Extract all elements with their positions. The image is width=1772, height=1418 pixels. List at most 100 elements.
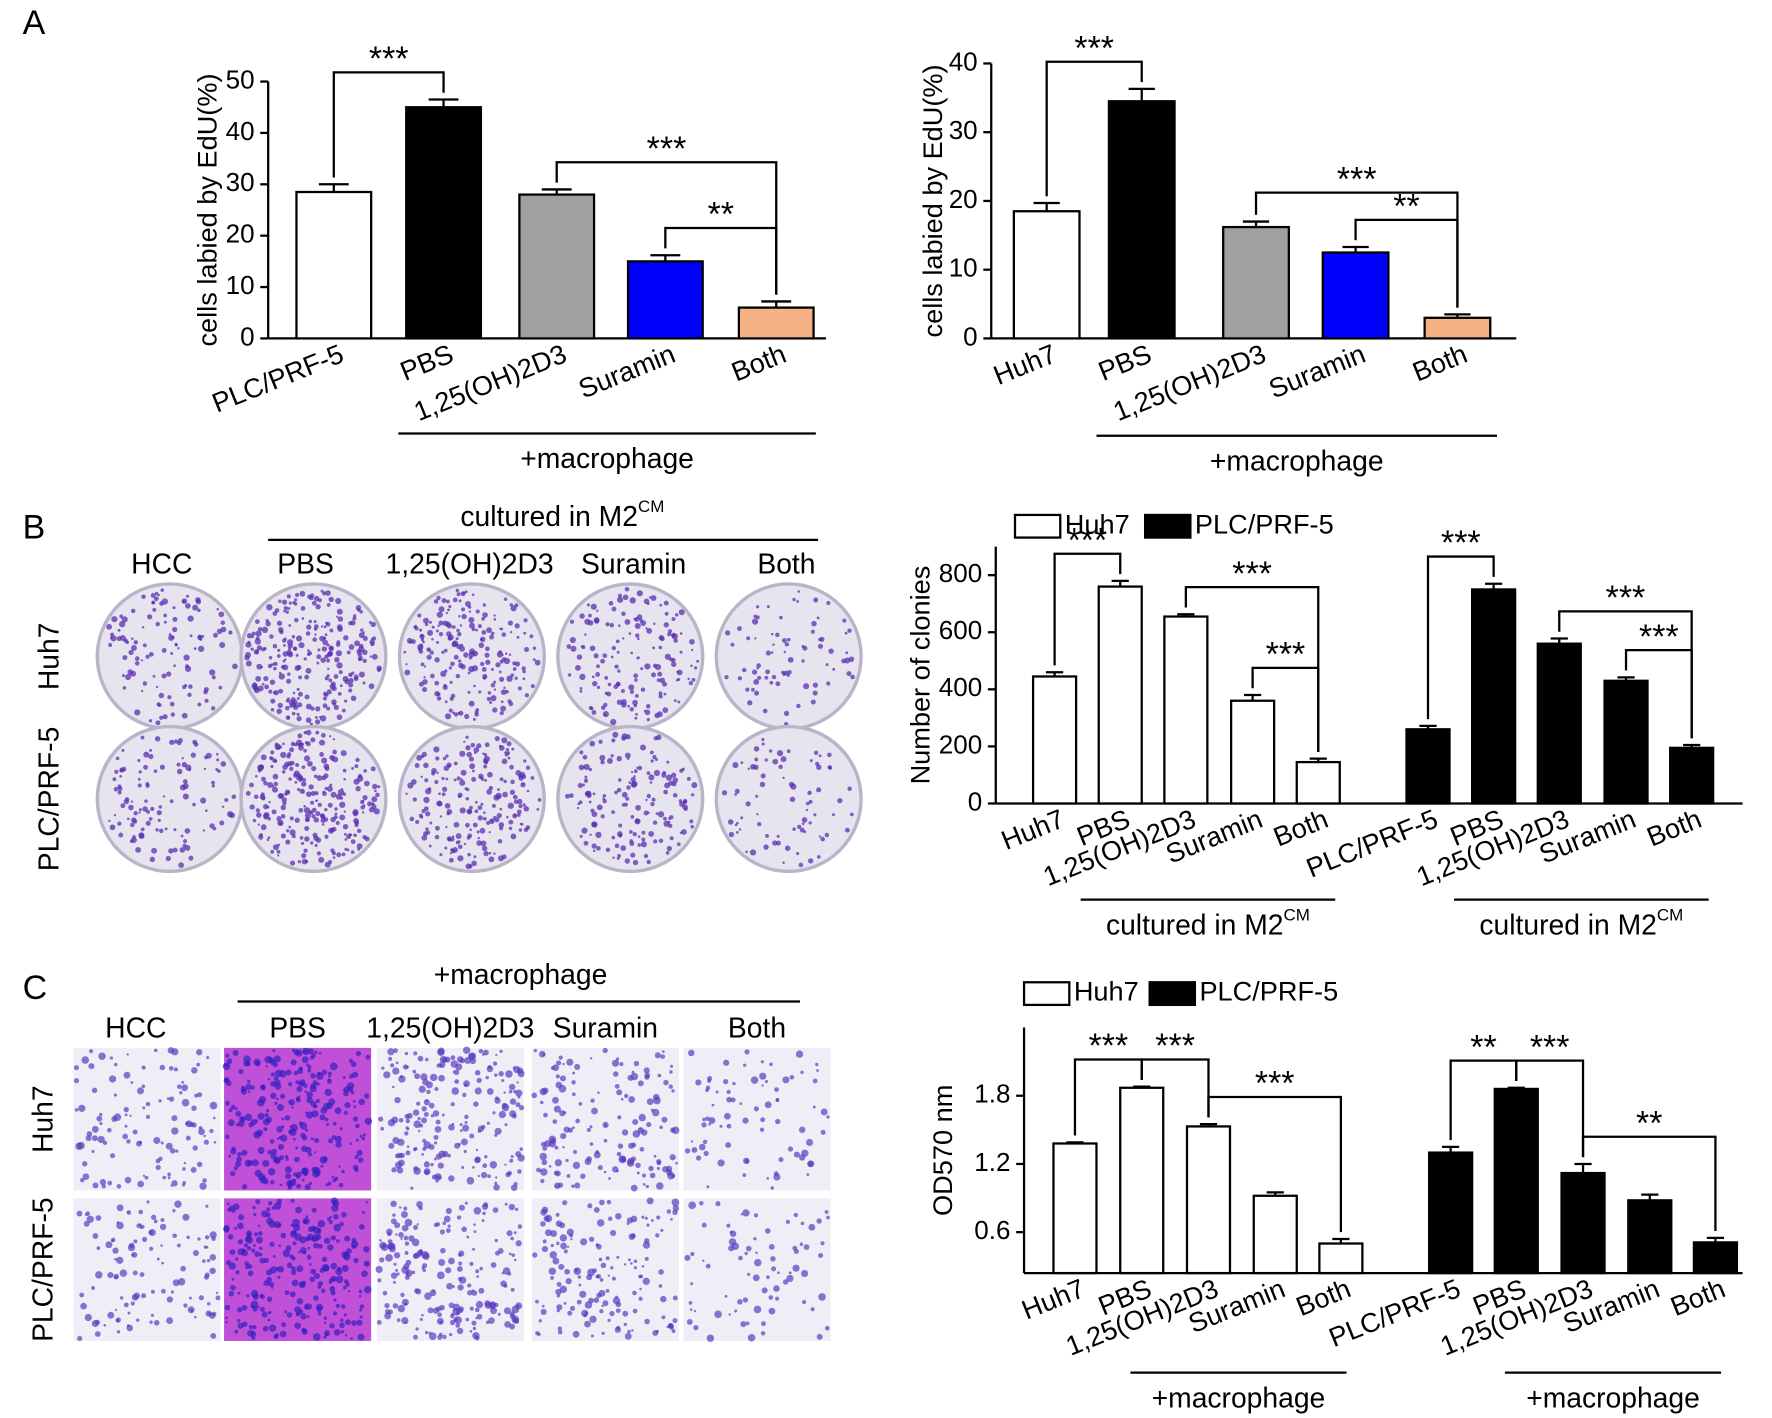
colony: [657, 671, 663, 677]
colony: [436, 696, 442, 701]
cell: [555, 1220, 563, 1227]
cell: [365, 1201, 368, 1204]
significance-bracket: [1053, 552, 1122, 666]
cell: [357, 1333, 365, 1341]
cell: [259, 1257, 266, 1264]
colony: [473, 747, 480, 753]
colony: [314, 791, 319, 796]
colony: [805, 808, 809, 812]
cell: [95, 1271, 103, 1279]
colony: [630, 776, 636, 783]
cell: [413, 1225, 418, 1230]
cell: [190, 1166, 197, 1173]
x-tick-label: Huh7: [997, 803, 1069, 856]
colony: [512, 794, 518, 800]
colony: [627, 704, 630, 708]
cell: [329, 1062, 338, 1071]
cell: [354, 1154, 359, 1160]
cell: [208, 1312, 212, 1316]
micrograph: [223, 1197, 372, 1341]
colony: [304, 674, 310, 680]
cell: [395, 1233, 398, 1236]
cell: [462, 1092, 467, 1098]
colony: [640, 687, 646, 692]
colony: [805, 801, 810, 806]
colony: [185, 764, 192, 771]
cell: [294, 1322, 302, 1330]
cell: [285, 1245, 292, 1251]
colony: [172, 626, 178, 633]
cell: [245, 1083, 253, 1091]
cell: [246, 1079, 251, 1084]
cell: [450, 1102, 455, 1107]
colony: [484, 652, 490, 658]
cell: [339, 1127, 343, 1131]
cell: [538, 1319, 542, 1323]
cell: [706, 1334, 715, 1342]
cell: [553, 1170, 559, 1176]
cell: [349, 1142, 352, 1145]
cell: [669, 1064, 674, 1068]
colony: [188, 684, 193, 689]
cell: [614, 1295, 618, 1299]
cell: [352, 1071, 359, 1078]
colony: [643, 853, 649, 859]
colony: [289, 766, 294, 771]
cell: [267, 1149, 273, 1155]
cell: [329, 1215, 333, 1219]
error-bar: [1199, 1123, 1218, 1127]
colony: [278, 821, 283, 826]
cell: [548, 1165, 552, 1168]
cell: [301, 1178, 305, 1182]
colony: [435, 629, 439, 633]
cell: [433, 1134, 439, 1140]
colony: [244, 655, 250, 661]
cell: [103, 1323, 107, 1327]
colony: [111, 616, 118, 623]
cell: [396, 1318, 401, 1322]
error-bar: [1442, 1145, 1460, 1153]
colony: [633, 673, 639, 679]
colony: [178, 862, 184, 868]
cell: [744, 1251, 748, 1256]
cell: [358, 1289, 363, 1294]
colony: [138, 770, 142, 774]
colony: [499, 745, 505, 751]
colony: [643, 598, 650, 605]
colony: [344, 679, 350, 685]
x-tick-label: PBS: [396, 338, 458, 387]
cell: [168, 1066, 174, 1071]
bar: [295, 190, 373, 340]
colony: [809, 759, 813, 763]
bar: [1031, 675, 1078, 805]
colony: [460, 591, 466, 597]
cell: [358, 1294, 362, 1298]
cell: [424, 1169, 430, 1176]
cell: [126, 1210, 132, 1215]
colony: [267, 816, 271, 821]
cell: [498, 1110, 507, 1119]
cell: [306, 1096, 313, 1104]
cell: [332, 1311, 338, 1316]
colony: [315, 799, 318, 803]
colony: [412, 797, 417, 802]
cell: [224, 1063, 229, 1067]
cell: [301, 1167, 309, 1176]
colony: [371, 796, 378, 803]
cell: [584, 1301, 593, 1309]
colony: [326, 674, 330, 678]
cell: [707, 1078, 712, 1083]
cell: [505, 1070, 513, 1078]
cell: [131, 1253, 135, 1257]
cell: [684, 1148, 691, 1154]
cell: [438, 1061, 446, 1069]
colony: [263, 780, 268, 786]
colony: [768, 749, 773, 753]
colony: [624, 858, 630, 864]
colony: [288, 825, 292, 829]
colony: [321, 823, 325, 826]
cell: [433, 1222, 439, 1228]
cell: [454, 1316, 463, 1324]
cell: [375, 1265, 383, 1274]
cell: [461, 1226, 467, 1233]
